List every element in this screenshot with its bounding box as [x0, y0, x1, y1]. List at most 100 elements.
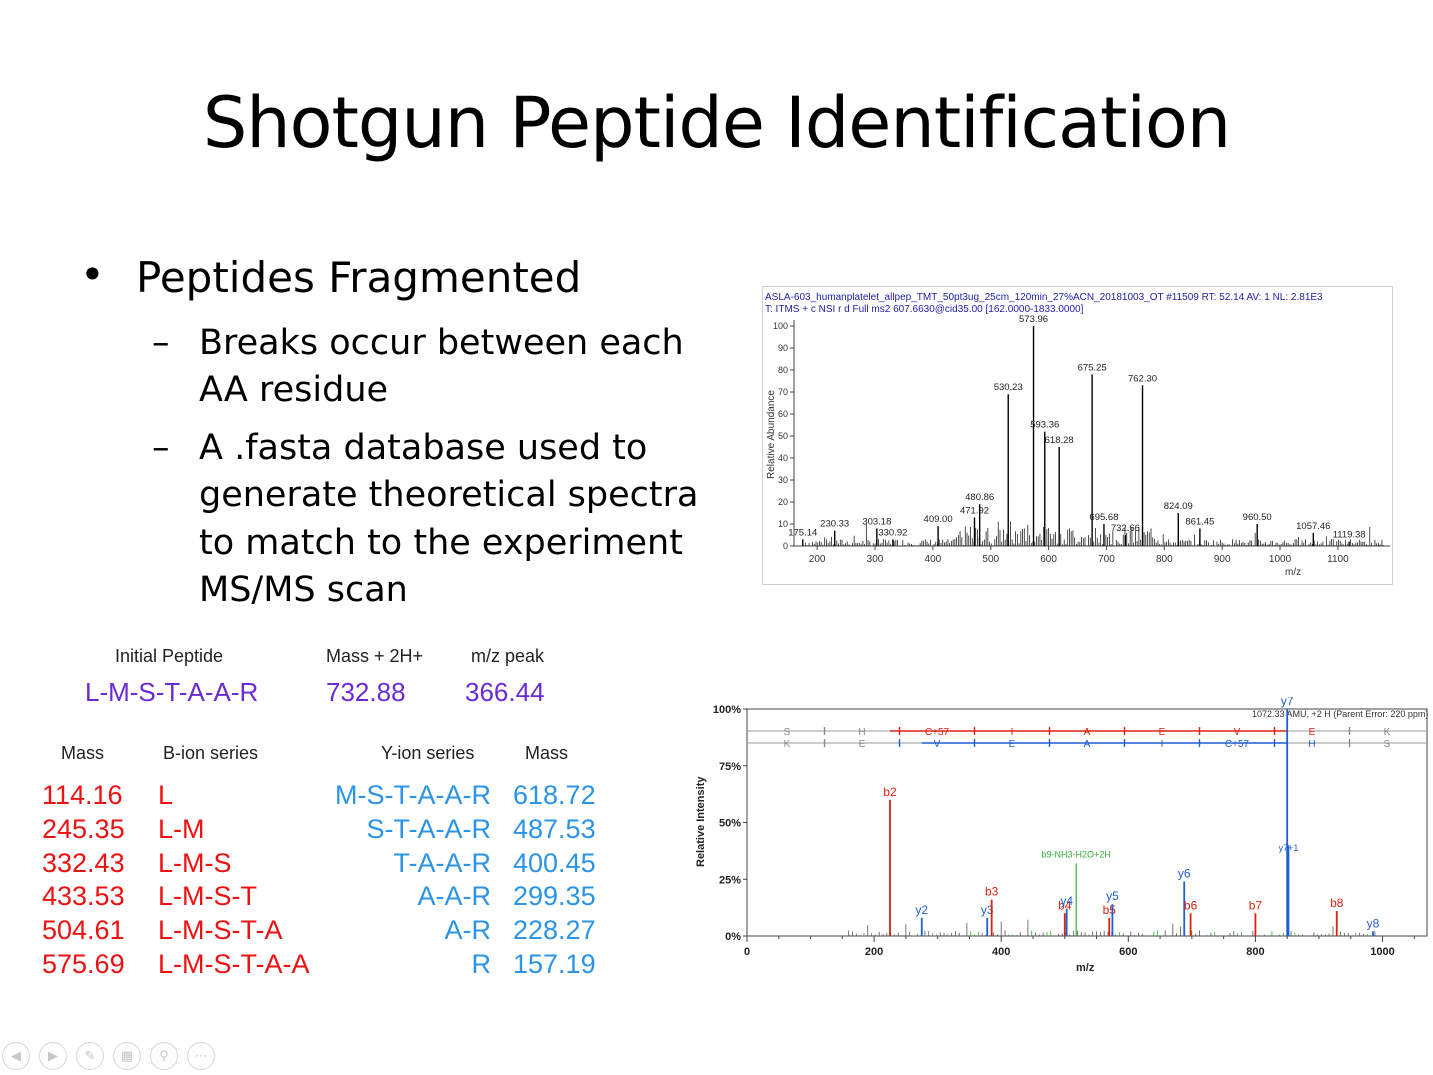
ms-spectrum-chart: ASLA-603_humanplatelet_allpep_TMT_50pt3u… — [762, 286, 1393, 585]
chart1-xlabel: m/z — [1285, 567, 1301, 578]
pen-icon[interactable]: ✎ — [76, 1042, 104, 1070]
sub-bullet-dash: – — [152, 323, 170, 363]
chart2-x-tick-label: 800 — [1246, 946, 1264, 958]
chart1-peak-label: 593.36 — [1030, 420, 1059, 431]
chart1-x-tick-label: 600 — [1040, 554, 1057, 565]
chart2-peak-label: y4 — [1060, 894, 1073, 908]
chart1-y-tick-label: 50 — [778, 431, 788, 441]
chart1-peak-label: 573.96 — [1019, 314, 1048, 325]
chart2-y-tick-label: 50% — [719, 818, 741, 830]
chart2-peak-label: y7+1 — [1279, 843, 1299, 853]
y-sequence-residue: E — [859, 739, 866, 750]
b-ion-cell: L-M-S-T — [158, 881, 257, 911]
chart2-x-tick-label: 400 — [992, 946, 1010, 958]
slides-grid-icon[interactable]: ▦ — [113, 1042, 141, 1070]
annotated-spectrum-chart: Relative Intensity m/z 1072.33 AMU, +2 H… — [695, 697, 1428, 974]
chart1-peak-label: 303.18 — [862, 516, 891, 527]
b-mass-cell: 433.53 — [42, 881, 125, 911]
chart2-peak-label: b7 — [1249, 898, 1263, 912]
y-ion-cell: S-T-A-A-R — [366, 814, 492, 844]
header-b-mass: Mass — [61, 743, 105, 763]
y-mass-cell: 618.72 — [513, 780, 596, 810]
chart2-annotation: 1072.33 AMU, +2 H (Parent Error: 220 ppm… — [1252, 709, 1428, 719]
chart2-peak-label: b5 — [1103, 903, 1117, 917]
chart1-peak-label: 618.28 — [1045, 435, 1074, 446]
b-ion-cell: L-M-S-T-A — [158, 915, 283, 945]
b-sequence-residue: S — [784, 727, 791, 738]
slide-title: Shotgun Peptide Identification — [202, 82, 1231, 164]
chart1-peak-label: 330.92 — [878, 527, 907, 538]
chart1-peak-label: 1119.38 — [1333, 530, 1366, 541]
chart2-x-tick-label: 1000 — [1370, 946, 1394, 958]
chart2-y-tick-label: 25% — [719, 874, 741, 886]
chart2-peak-label: b6 — [1184, 898, 1198, 912]
b-sequence-residue: E — [1309, 727, 1316, 738]
b-sequence-residue: K — [1384, 727, 1391, 738]
y-mass-cell: 487.53 — [513, 814, 596, 844]
chart2-xlabel: m/z — [1076, 962, 1095, 974]
chart1-x-tick-label: 700 — [1098, 554, 1115, 565]
b-ion-cell: L-M — [158, 814, 205, 844]
chart1-peak-label: 175.14 — [788, 527, 817, 538]
sub-bullet-line: to match to the experiment — [199, 523, 683, 563]
chart1-y-tick-label: 60 — [778, 409, 788, 419]
chart1-peak-label: 861.45 — [1185, 516, 1214, 527]
chart1-x-tick-label: 200 — [809, 554, 826, 565]
chart2-peak-label: b8 — [1330, 896, 1344, 910]
chart1-y-tick-label: 10 — [778, 519, 788, 529]
chart1-y-tick-label: 100 — [773, 321, 788, 331]
y-mass-cell: 228.27 — [513, 915, 596, 945]
chart1-y-tick-label: 70 — [778, 387, 788, 397]
more-options-icon[interactable]: ⋯ — [187, 1042, 215, 1070]
chart1-peak-label: 409.00 — [924, 514, 953, 525]
bullet-main: Peptides Fragmented — [136, 253, 582, 302]
chart1-noise-peaks — [805, 521, 1385, 546]
b-sequence-residue: C+57 — [925, 727, 950, 738]
chart1-peak-label: 471.92 — [960, 505, 989, 516]
y-sequence-residue: C+57 — [1225, 739, 1250, 750]
b-sequence-residue: E — [1159, 727, 1166, 738]
chart1-peak-label: 1057.46 — [1296, 521, 1330, 532]
chart1-y-tick-label: 0 — [783, 541, 788, 551]
chart1-peak-label: 732.66 — [1111, 523, 1140, 534]
chart2-peak-label: y2 — [915, 903, 928, 917]
chart2-y-tick-label: 0% — [725, 931, 741, 943]
sub-bullet-line: A .fasta database used to — [199, 428, 648, 468]
chart1-x-tick-label: 300 — [867, 554, 884, 565]
chart2-peak-label: b3 — [985, 885, 999, 899]
header-initial-peptide: Initial Peptide — [115, 646, 224, 666]
y-mass-cell: 157.19 — [513, 949, 596, 979]
chart2-peak-label: y8 — [1367, 916, 1380, 930]
chart2-x-tick-label: 600 — [1119, 946, 1137, 958]
header-y-mass: Mass — [525, 743, 569, 763]
previous-slide-icon[interactable]: ◀ — [2, 1042, 30, 1070]
sub-bullet-line: generate theoretical spectra — [199, 475, 699, 515]
y-ion-cell: M-S-T-A-A-R — [335, 780, 491, 810]
chart1-peak-label: 230.33 — [820, 519, 849, 530]
b-sequence-residue: A — [1084, 727, 1091, 738]
chart2-peak-label: b9-NH3-H2O+2H — [1042, 849, 1111, 859]
y-ion-cell: A-A-R — [417, 881, 492, 911]
y-sequence-residue: K — [784, 739, 791, 750]
peptide-sequence: L-M-S-T-A-A-R — [85, 677, 259, 707]
chart1-peak-label: 480.86 — [965, 492, 994, 503]
b-sequence-residue: H — [858, 727, 865, 738]
b-ion-cell: L-M-S-T-A-A — [158, 949, 310, 979]
y-mass-cell: 299.35 — [513, 881, 596, 911]
next-slide-icon[interactable]: ▶ — [39, 1042, 67, 1070]
chart1-header-line2: T: ITMS + c NSI r d Full ms2 607.6630@ci… — [765, 304, 1084, 315]
zoom-icon[interactable]: ⚲ — [150, 1042, 178, 1070]
bullet-symbol: • — [80, 250, 105, 299]
b-mass-cell: 114.16 — [42, 780, 123, 810]
y-ion-cell: A-R — [444, 915, 492, 945]
sub-bullet-line: MS/MS scan — [199, 570, 408, 610]
y-sequence-residue: I — [1161, 739, 1164, 750]
chart2-noise-peaks — [848, 919, 1380, 936]
sub-bullet-dash: – — [152, 428, 170, 468]
chart1-peak-label: 762.30 — [1128, 373, 1157, 384]
chart1-x-tick-label: 400 — [925, 554, 942, 565]
y-sequence-residue: S — [1384, 739, 1391, 750]
b-mass-cell: 245.35 — [42, 814, 125, 844]
chart1-x-tick-label: 1100 — [1327, 554, 1349, 565]
